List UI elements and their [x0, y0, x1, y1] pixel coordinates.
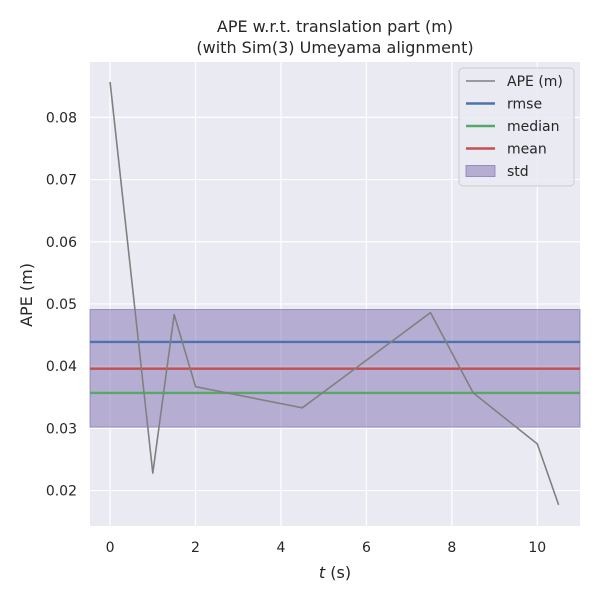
y-tick-labels: 0.02 0.03 0.04 0.05 0.06 0.07 0.08: [46, 110, 77, 499]
x-tick-label: 6: [362, 540, 371, 556]
y-tick-label: 0.06: [46, 235, 77, 251]
ape-series-line: [109, 81, 560, 506]
legend: APE (m) rmse median mean std: [458, 67, 575, 187]
legend-box: [458, 67, 575, 187]
y-axis-label: APE (m): [17, 263, 36, 327]
x-axis-label: t (s): [319, 563, 351, 582]
x-tick-label: 10: [528, 540, 546, 556]
y-tick-label: 0.05: [46, 297, 77, 313]
legend-label: median: [507, 119, 559, 135]
stat-lines: [90, 340, 580, 395]
chart-title-line-2: (with Sim(3) Umeyama alignment): [196, 38, 473, 57]
x-axis-label-var: t: [319, 563, 326, 582]
chart-title-line-1: APE w.r.t. translation part (m): [217, 17, 453, 36]
chart-title: APE w.r.t. translation part (m) (with Si…: [196, 17, 473, 57]
legend-label: std: [507, 164, 529, 180]
x-tick-label: 2: [191, 540, 200, 556]
x-tick-label: 8: [447, 540, 456, 556]
legend-label: APE (m): [507, 74, 563, 90]
legend-label: mean: [507, 142, 547, 158]
x-tick-label: 4: [276, 540, 285, 556]
x-tick-label: 0: [106, 540, 115, 556]
y-tick-label: 0.03: [46, 421, 77, 437]
y-tick-label: 0.02: [46, 484, 77, 500]
x-tick-labels: 0 2 4 6 8 10: [106, 540, 547, 556]
y-tick-label: 0.08: [46, 110, 77, 126]
x-axis-label-unit: (s): [325, 563, 351, 582]
legend-label: rmse: [507, 97, 542, 113]
y-tick-label: 0.07: [46, 173, 77, 189]
legend-swatch: [465, 165, 496, 177]
y-tick-label: 0.04: [46, 359, 77, 375]
